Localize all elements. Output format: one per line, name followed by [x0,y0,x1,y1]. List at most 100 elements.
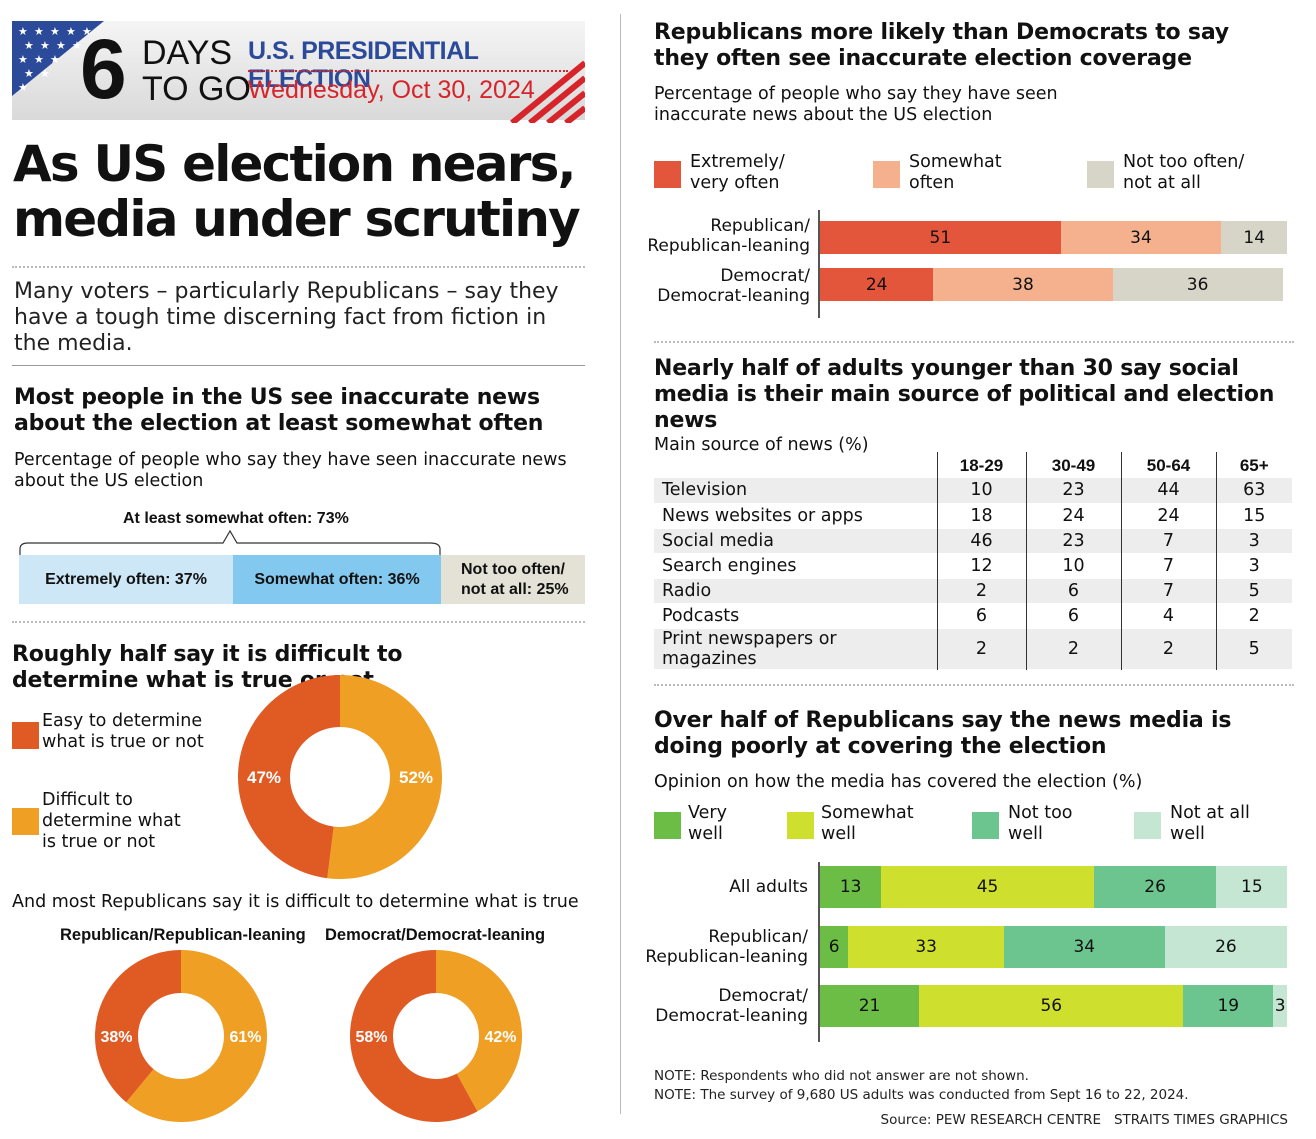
row-label-democrat: Democrat/Democrat-leaning [630,266,810,306]
bar-segment: 36 [1112,268,1283,301]
segment-label: Somewhat often: 36% [254,570,420,588]
stacked-bars-inaccurate-by-party: 51 34 14 24 38 36 [820,221,1292,311]
table-cell: 63 [1215,478,1292,503]
section5-title: Over half of Republicans say the news me… [654,708,1232,759]
svg-text:★: ★ [18,81,28,94]
legend-swatch-somewhat-well [787,812,814,839]
bar-segment: 45 [881,866,1094,908]
donut-slice [436,950,522,1112]
bar-segment: 51 [820,221,1061,254]
row-label-line: Republican/Republican-leaning [645,927,808,967]
event-label: U.S. PRESIDENTIAL ELECTION [248,37,478,93]
col-header: 50-64 [1120,452,1216,478]
bar-row: 51 34 14 [820,221,1292,254]
row-label-republican: Republican/Republican-leaning [630,927,808,967]
section4-title: Nearly half of adults younger than 30 sa… [654,356,1275,433]
donut-label: 52% [399,768,433,787]
row-label-part: Democrat/ [720,266,810,286]
col-header: 18-29 [936,452,1026,478]
table-cell: 6 [1025,578,1121,603]
table-cell: 10 [936,478,1026,503]
row-label: Social media [654,528,937,553]
countdown-banner: ★ ★ ★ ★ ★ ★ ★ ★ ★ ★ ★ ★ ★ ★ ★ 6 DAYS TO GO U.S. PR… [12,18,585,123]
row-label: Search engines [662,555,797,576]
legend-very-well: Very well [688,803,727,844]
table-cell: 24 [1120,503,1216,528]
row-label-part: Democrat-leaning [657,286,810,306]
table-cell: 44 [1120,478,1216,503]
bar-row: 13 45 26 15 [820,866,1292,908]
table-label: Main source of news (%) [654,435,869,455]
donut-label: 61% [229,1029,261,1046]
row-label: Television [654,478,937,503]
table-cell: 7 [1120,578,1216,603]
row-label: News websites or apps [662,505,863,526]
donut-slice [327,675,442,879]
bar-segment: 3 [1273,985,1288,1027]
svg-text:★: ★ [24,39,34,52]
event-date: Wednesday, Oct 30, 2024 [248,76,535,104]
donut-slice [350,950,478,1122]
bar-segment: 34 [1004,926,1165,968]
col-header: 30-49 [1025,452,1121,478]
table-cell: 7 [1120,553,1216,578]
bar-segment: 21 [820,985,920,1027]
stacked-bar-overall: Extremely often: 37% Somewhat often: 36%… [19,555,585,604]
table-cell: 3 [1215,553,1292,578]
bar-segment: 24 [820,268,934,301]
legend-not-at-all-well: Not at all well [1170,803,1250,844]
segment-extremely-often: Extremely often: 37% [19,555,233,604]
axis-line [818,210,820,318]
section3-title: Republicans more likely than Democrats t… [654,20,1229,71]
bar-segment: 15 [1216,866,1288,908]
legend-somewhat: Somewhat often [909,152,1002,193]
svg-text:★: ★ [66,25,76,38]
divider [12,365,585,366]
row-label-part: Republican/ [710,216,810,236]
table-cell: 4 [1120,603,1216,628]
section2-subtitle: And most Republicans say it is difficult… [12,892,579,912]
table-corner [654,452,937,478]
svg-text:★: ★ [40,39,50,52]
days-number: 6 [80,22,127,116]
svg-text:★: ★ [82,25,92,38]
banner-divider [248,70,568,72]
legend-not-too-well: Not too well [1008,803,1073,844]
row-label-republican: Republican/Republican-leaning [630,216,810,256]
table-cell: 23 [1025,478,1121,503]
bar-segment: 33 [848,926,1005,968]
column-divider [620,14,621,1114]
svg-text:★: ★ [72,39,82,52]
table-cell: 24 [1025,503,1121,528]
headline: As US election nears, media under scruti… [13,135,581,248]
divider [12,266,585,268]
section3-subtitle: Percentage of people who say they have s… [654,84,1058,125]
bar-segment: 26 [1164,926,1288,968]
bar-row: 24 38 36 [820,268,1292,301]
table-cell: 46 [936,528,1026,553]
axis-line [818,862,820,1042]
table-cell: 5 [1215,578,1292,603]
donut-chart-overall: 52% 47% [238,675,442,879]
svg-text:★: ★ [56,39,66,52]
row-label: Podcasts [662,605,740,626]
donut-label: 47% [247,768,281,787]
table-row: Podcasts 6 6 4 2 [654,603,1292,628]
row-label-all-adults: All adults [630,877,808,897]
legend-easy: Easy to determine what is true or not [42,711,204,752]
table-cell: 15 [1215,503,1292,528]
table-cell: 2 [1120,628,1216,669]
row-label-line: Democrat/Democrat-leaning [655,986,808,1026]
row-label-part: Republican-leaning [645,947,808,967]
donut-chart-republican: 61% 38% [95,950,267,1122]
legend-swatch-difficult [12,808,39,835]
donut-slice [126,950,267,1122]
bar-segment: 56 [919,985,1184,1027]
segment-somewhat-often: Somewhat often: 36% [233,555,441,604]
donut-label: 42% [484,1029,516,1046]
table-cell: 2 [1025,628,1121,669]
segment-not-too-often: Not too often/ not at all: 25% [441,555,585,604]
table-row: Social media 46 23 7 3 [654,528,1292,553]
table-cell: 2 [936,578,1026,603]
svg-text:★: ★ [24,67,34,80]
